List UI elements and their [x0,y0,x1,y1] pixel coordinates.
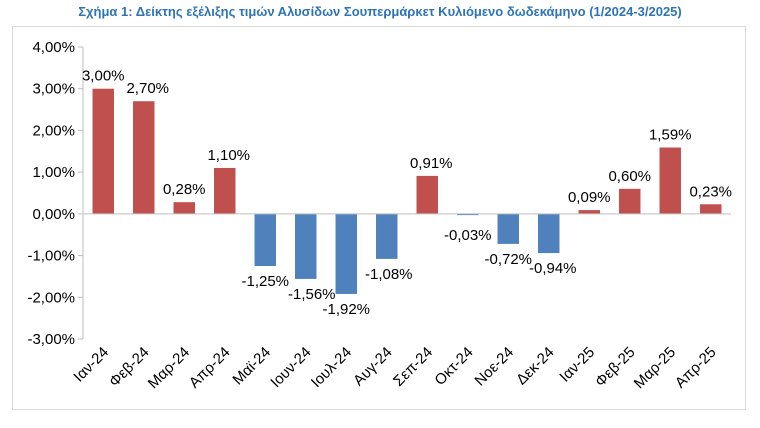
bar-10 [497,213,519,244]
y-tick-label: 0,00% [32,206,75,223]
bar-5 [295,213,317,279]
data-label: 1,10% [207,147,250,164]
y-tick-label: 2,00% [32,122,75,139]
x-tick-label: Οκτ-24 [431,344,476,389]
data-label: 3,00% [82,68,125,85]
bar-3 [214,167,236,214]
x-tick-label: Φεβ-24 [106,344,153,391]
bar-14 [659,147,681,214]
y-tick-label: -1,00% [27,248,75,265]
bar-8 [416,175,438,214]
x-tick-label: Μαρ-24 [145,344,193,392]
data-label: 0,23% [689,183,732,200]
y-tick-label: 4,00% [32,39,75,56]
chart-title: Σχήμα 1: Δείκτης εξέλιξης τιμών Αλυσίδων… [78,4,682,19]
x-tick-labels: Ιαν-24Φεβ-24Μαρ-24Απρ-24Μαϊ-24Ιουν-24Ιου… [70,344,719,392]
bar-13 [619,188,641,214]
x-tick-label: Δεκ-24 [513,344,557,388]
data-label: 0,60% [608,168,651,185]
data-label: -1,08% [365,266,413,283]
x-tick-label: Σεπ-24 [390,344,436,390]
x-tick-label: Αυγ-24 [350,344,396,390]
bar-6 [335,213,357,294]
data-labels: 3,00%2,70% 0,28%1,10% -1,25%-1,56%-1,92% -1… [82,68,732,318]
bar-12 [578,210,600,214]
x-tick-label: Μαρ-25 [631,344,679,392]
y-tick-label: 1,00% [32,164,75,181]
y-axis: 4,00% 3,00% 2,00% 1,00% 0,00% -1,00% -2,00% -3,… [27,39,84,348]
data-label: -0,03% [444,227,492,244]
bar-15 [700,204,722,214]
data-label: 0,28% [163,181,206,198]
chart-area: 4,00% 3,00% 2,00% 1,00% 0,00% -1,00% -2,00% -3,… [12,26,746,410]
bar-7 [376,213,398,259]
bar-1 [133,101,155,214]
x-tick-label: Ιουν-24 [267,344,314,391]
bar-11 [538,213,560,254]
x-tick-label: Φεβ-25 [592,344,639,391]
data-label: -1,56% [288,286,336,303]
bars [92,88,722,294]
x-tick-label: Ιουλ-24 [308,344,355,391]
x-tick-label: Απρ-24 [186,344,234,392]
x-tick-label: Μαϊ-24 [229,344,274,389]
bar-9 [457,213,479,216]
bar-4 [254,213,276,266]
data-label: -1,25% [241,273,289,290]
y-tick-label: -2,00% [27,289,75,306]
bar-0 [92,88,114,214]
data-label: -0,72% [484,251,532,268]
bar-2 [173,202,195,214]
data-label: -0,94% [529,260,577,277]
y-tick-label: 3,00% [32,81,75,98]
bar-chart: 4,00% 3,00% 2,00% 1,00% 0,00% -1,00% -2,00% -3,… [27,39,732,392]
y-tick-label: -3,00% [27,331,75,348]
data-label: 2,70% [126,80,169,97]
data-label: 0,09% [568,189,611,206]
data-label: 0,91% [410,155,453,172]
data-label: -1,92% [322,301,370,318]
x-tick-label: Νοε-24 [471,344,517,390]
data-label: 1,59% [649,127,692,144]
x-tick-label: Απρ-25 [672,344,720,392]
